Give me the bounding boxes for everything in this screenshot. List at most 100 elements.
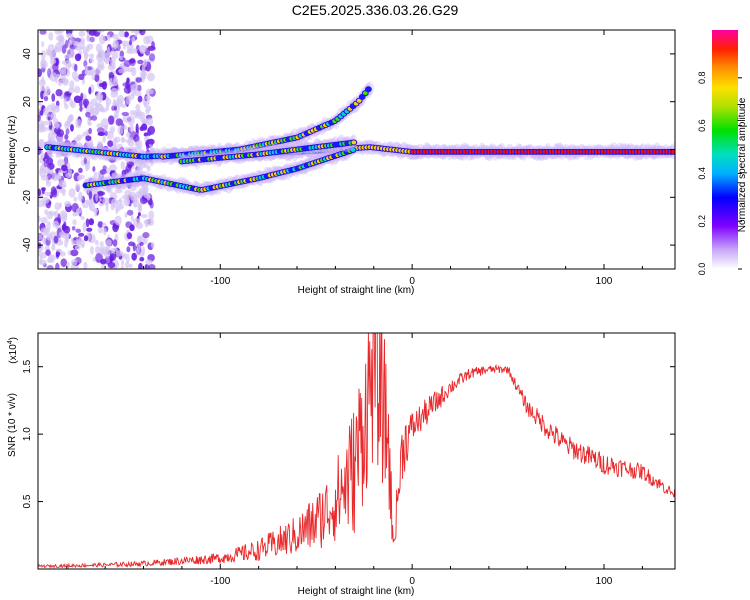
heatmap-cell [125,164,132,173]
chart-title: C2E5.2025.336.03.26.G29 [292,2,459,18]
snr-x-tick-label: 0 [409,576,415,587]
heatmap-cell [103,227,107,236]
heatmap-cell [132,217,141,227]
heatmap-cell [103,248,111,258]
heatmap-cell [143,132,149,137]
heatmap-cell [55,88,63,97]
spectrogram-y-label: Frequency (Hz) [7,116,18,185]
heatmap-cell [130,84,139,91]
heatmap-cell [139,250,144,258]
heatmap-cell [58,180,67,188]
heatmap-cell [88,189,93,200]
heatmap-cell [123,85,132,94]
heatmap-cell [83,261,88,269]
heatmap-cell [84,52,89,58]
heatmap-cell [132,242,136,252]
heatmap-cell [75,228,82,233]
heatmap-cell [95,192,99,202]
heatmap-cell [85,135,92,142]
snr-y-tick-label: 1.5 [22,359,33,373]
spectrogram-y-tick-label: -20 [22,190,33,205]
heatmap-cell [115,206,119,215]
heatmap-cell [51,244,56,251]
heatmap-cell [113,136,121,143]
heatmap-cell [39,30,47,35]
heatmap-cell [48,211,57,216]
heatmap-cell [93,208,98,217]
heatmap-cell [89,36,95,43]
heatmap-cell [62,79,69,84]
heatmap-cell [145,142,150,151]
heatmap-blob-core [671,149,675,154]
heatmap-cell [122,82,128,87]
snr-y-label: SNR (10 * v/v) [7,393,18,457]
heatmap-cell [99,169,107,175]
heatmap-cell [142,231,150,239]
heatmap-cell [74,183,81,192]
heatmap-blob-core [356,98,362,103]
heatmap-cell [85,162,89,172]
heatmap-cell [150,242,155,249]
heatmap-cell [40,60,48,69]
heatmap-cell [137,59,144,65]
heatmap-cell [63,221,67,228]
colorbar-tick-label: 0.0 [697,263,707,276]
heatmap-cell [38,101,42,106]
heatmap-cell [83,235,89,242]
heatmap-cell [112,33,119,40]
spectrogram-x-tick-label: -100 [210,276,230,287]
heatmap-cell [69,39,73,45]
heatmap-cell [71,140,77,146]
colorbar-axis: 0.0 0.2 0.4 0.6 0.8 [697,72,742,276]
heatmap-cell [82,222,87,233]
heatmap-cell [94,73,100,83]
heatmap-cell [131,252,137,261]
heatmap-cell [58,34,64,44]
spectrogram-y-tick-label: 0 [22,146,33,152]
heatmap-cell [151,41,155,49]
heatmap-cell [86,157,91,166]
heatmap-cell [118,30,125,38]
heatmap-cell [106,188,113,194]
heatmap-cell [76,151,80,158]
heatmap-cell [98,246,105,255]
heatmap-cell [113,247,118,252]
snr-y-tick-label: 0.5 [22,494,33,508]
heatmap-cell [101,118,109,128]
heatmap-cell [70,48,75,54]
heatmap-cell [40,86,45,92]
heatmap-cell [107,115,115,125]
heatmap-cell [121,169,127,177]
heatmap-cell [139,256,145,262]
heatmap-cell [70,101,76,109]
snr-y-multiplier-exp: 4 [7,340,14,344]
heatmap-cell [74,63,78,72]
heatmap-cell [88,218,95,226]
heatmap-cell [139,30,146,36]
heatmap-cell [143,58,148,68]
heatmap-cell [54,105,60,110]
heatmap-cell [92,166,96,172]
heatmap-cell [43,107,50,116]
heatmap-cell [78,167,83,174]
heatmap-cell [58,231,65,238]
heatmap-cell [124,31,129,36]
heatmap-cell [70,237,74,243]
heatmap-cell [80,92,84,101]
snr-panel: -100 0 100 0.5 1.0 1.5 Height of straight li… [7,332,676,597]
heatmap-cell [137,212,141,217]
heatmap-cell [72,212,77,217]
heatmap-cell [97,221,104,228]
heatmap-cell [41,196,50,204]
heatmap-cell [101,81,107,90]
heatmap-cell [64,53,72,60]
heatmap-cell [40,174,49,181]
heatmap-cell [135,77,142,83]
snr-y-multiplier-close: ) [8,337,19,340]
heatmap-cell [128,263,133,268]
spectrogram-x-tick-label: 100 [596,276,613,287]
heatmap-cell [65,93,72,98]
heatmap-cell [115,250,123,257]
heatmap-cell [47,116,51,121]
heatmap-cell [110,202,115,211]
